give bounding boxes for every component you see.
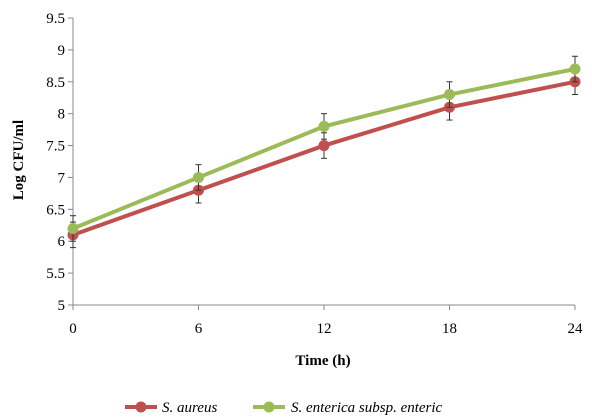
x-tick-label: 6: [195, 321, 203, 337]
data-point: [569, 63, 581, 75]
legend-label: S. enterica subsp. enteric: [291, 400, 443, 416]
series-layer: [67, 55, 581, 249]
series-2: [67, 55, 581, 242]
x-axis-title: Time (h): [295, 353, 350, 369]
x-tick-label: 0: [69, 321, 77, 337]
y-tick-label: 6: [58, 234, 66, 250]
legend: S. aureus S. enterica subsp. enteric: [125, 400, 443, 416]
y-tick-label: 9.5: [46, 11, 65, 27]
data-point: [67, 222, 79, 234]
legend-swatch-marker: [135, 401, 147, 413]
x-tick-label: 24: [568, 321, 584, 337]
y-axis-title: Log CFU/ml: [11, 120, 27, 200]
y-axis: 5 5.5 6 6.5 7 7.5 8 8.5 9 9.5: [46, 11, 74, 314]
legend-swatch-marker: [263, 401, 275, 413]
x-tick-label: 12: [317, 321, 332, 337]
y-tick-label: 5: [58, 298, 66, 314]
y-tick-label: 7.5: [46, 139, 65, 155]
y-tick-label: 8.5: [46, 75, 65, 91]
legend-label: S. aureus: [162, 400, 217, 416]
data-point: [318, 120, 330, 132]
x-axis: 0 6 12 18 24: [69, 304, 584, 337]
legend-item-2: S. enterica subsp. enteric: [253, 400, 443, 416]
series-1: [67, 68, 581, 249]
x-tick-label: 18: [442, 321, 457, 337]
y-tick-label: 5.5: [46, 266, 65, 282]
y-tick-label: 9: [58, 43, 66, 59]
y-tick-label: 6.5: [46, 202, 65, 218]
data-point: [318, 140, 330, 152]
data-point: [193, 171, 204, 183]
data-point: [444, 89, 455, 101]
y-tick-label: 8: [58, 107, 66, 123]
y-tick-label: 7: [58, 170, 66, 186]
legend-item-1: S. aureus: [125, 400, 217, 416]
